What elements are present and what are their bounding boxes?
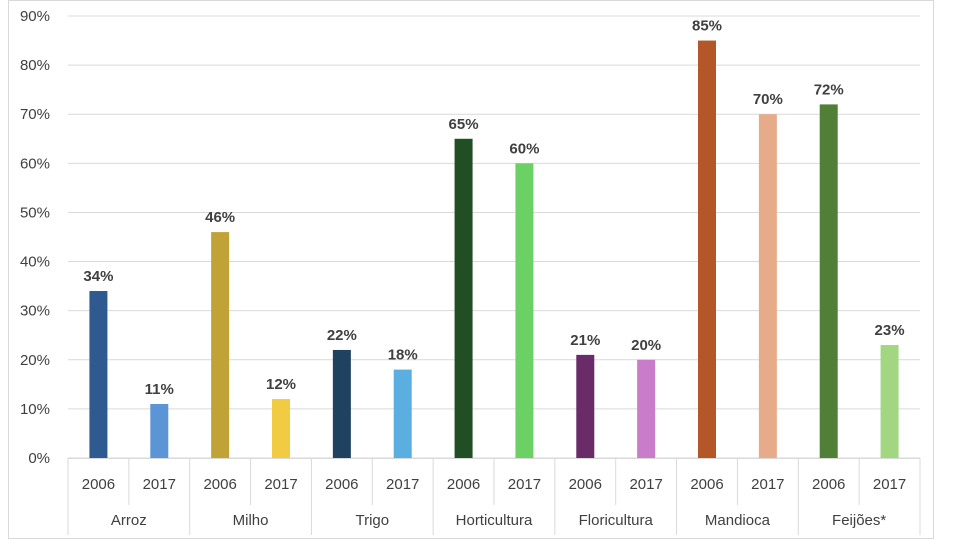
bar	[758, 114, 777, 458]
x-tick-label-year: 2006	[690, 476, 723, 493]
x-category-label: Mandioca	[705, 512, 771, 529]
x-tick-label-year: 2017	[508, 476, 541, 493]
x-category-label: Feijões*	[832, 512, 886, 529]
data-label: 23%	[875, 322, 905, 339]
y-axis-ticks: 0% 10% 20% 30% 40% 50% 60% 70% 80% 90%	[20, 8, 50, 467]
data-label: 18%	[388, 347, 418, 364]
data-label: 70%	[753, 91, 783, 108]
x-tick-label-year: 2017	[629, 476, 662, 493]
y-tick-label: 60%	[20, 155, 50, 172]
x-category-label: Trigo	[355, 512, 389, 529]
data-labels: 34% 11% 46% 12% 22% 18% 65% 60% 21% 20% 85% 70% 72% 2…	[83, 18, 904, 398]
x-tick-label-year: 2006	[447, 476, 480, 493]
data-label: 22%	[327, 327, 357, 344]
bar	[454, 138, 473, 458]
bar	[576, 354, 595, 458]
x-category-label: Milho	[233, 512, 269, 529]
y-tick-label: 30%	[20, 303, 50, 320]
x-tick-label-year: 2006	[812, 476, 845, 493]
bar	[819, 104, 838, 459]
data-label: 20%	[631, 337, 661, 354]
x-category-label: Horticultura	[456, 512, 533, 529]
x-tick-label-year: 2017	[143, 476, 176, 493]
data-label: 46%	[205, 209, 235, 226]
x-category-label: Arroz	[111, 512, 147, 529]
chart-frame	[8, 0, 934, 539]
data-label: 72%	[814, 81, 844, 98]
bar	[211, 232, 230, 458]
x-tick-label-year: 2006	[569, 476, 602, 493]
bar	[698, 40, 716, 459]
x-category-label: Floricultura	[579, 512, 654, 529]
bars	[89, 40, 899, 459]
bar	[880, 345, 899, 458]
y-tick-label: 20%	[20, 352, 50, 369]
x-tick-label-year: 2006	[82, 476, 115, 493]
x-tick-label-year: 2017	[264, 476, 297, 493]
bar	[515, 163, 534, 459]
bar	[393, 369, 412, 458]
data-label: 21%	[570, 332, 600, 349]
data-label: 60%	[509, 140, 539, 157]
y-tick-label: 50%	[20, 204, 50, 221]
gridlines	[68, 15, 920, 459]
x-tick-label-year: 2017	[751, 476, 784, 493]
x-axis: 2006 2017 2006 2017 2006 2017 2006 2017 2006 2017…	[67, 458, 921, 535]
y-tick-label: 10%	[20, 401, 50, 418]
bar	[150, 403, 169, 458]
x-tick-label-year: 2017	[386, 476, 419, 493]
data-label: 34%	[83, 268, 113, 285]
data-label: 12%	[266, 376, 296, 393]
x-tick-label-year: 2006	[203, 476, 236, 493]
bar	[637, 359, 656, 458]
bar	[332, 349, 351, 458]
bar	[89, 291, 108, 458]
y-tick-label: 80%	[20, 57, 50, 74]
data-label: 85%	[692, 18, 722, 35]
y-tick-label: 40%	[20, 254, 50, 271]
data-label: 65%	[449, 116, 479, 133]
bar	[272, 399, 290, 458]
y-tick-label: 70%	[20, 106, 50, 123]
y-tick-label: 90%	[20, 8, 50, 25]
y-tick-label: 0%	[28, 450, 50, 467]
x-tick-label-year: 2017	[873, 476, 906, 493]
x-tick-label-year: 2006	[325, 476, 358, 493]
data-label: 11%	[145, 381, 174, 398]
